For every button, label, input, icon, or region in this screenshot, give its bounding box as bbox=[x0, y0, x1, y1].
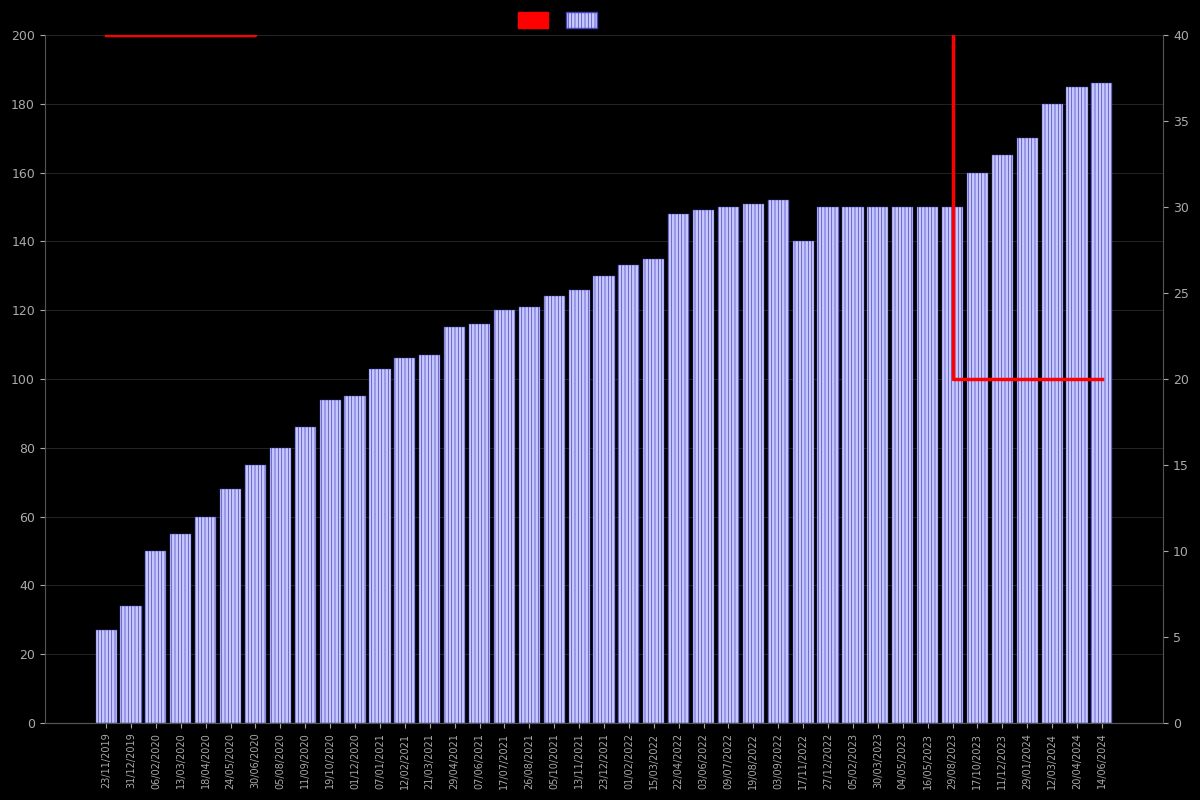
Bar bbox=[967, 173, 988, 723]
Legend: , : , bbox=[514, 7, 605, 32]
Bar bbox=[594, 276, 614, 723]
Bar bbox=[792, 242, 814, 723]
Bar bbox=[618, 266, 640, 723]
Bar bbox=[295, 427, 316, 723]
Bar bbox=[892, 207, 913, 723]
Bar bbox=[120, 606, 142, 723]
Bar bbox=[319, 399, 341, 723]
Bar bbox=[419, 355, 440, 723]
Bar bbox=[692, 210, 714, 723]
Bar bbox=[991, 155, 1013, 723]
Bar bbox=[842, 207, 864, 723]
Bar bbox=[643, 258, 665, 723]
Bar bbox=[942, 207, 964, 723]
Bar bbox=[469, 324, 490, 723]
Bar bbox=[868, 207, 888, 723]
Bar bbox=[817, 207, 839, 723]
Bar bbox=[370, 369, 390, 723]
Bar bbox=[544, 296, 565, 723]
Bar bbox=[220, 489, 241, 723]
Bar bbox=[668, 214, 689, 723]
Bar bbox=[145, 551, 167, 723]
Bar bbox=[1042, 104, 1063, 723]
Bar bbox=[270, 448, 290, 723]
Bar bbox=[518, 306, 540, 723]
Bar bbox=[768, 200, 788, 723]
Bar bbox=[494, 310, 515, 723]
Bar bbox=[245, 465, 266, 723]
Bar bbox=[196, 517, 216, 723]
Bar bbox=[96, 630, 116, 723]
Bar bbox=[569, 290, 589, 723]
Bar bbox=[718, 207, 739, 723]
Bar bbox=[1067, 86, 1087, 723]
Bar bbox=[743, 203, 764, 723]
Bar bbox=[1091, 83, 1112, 723]
Bar bbox=[395, 358, 415, 723]
Bar bbox=[1016, 138, 1038, 723]
Bar bbox=[170, 534, 191, 723]
Bar bbox=[917, 207, 938, 723]
Bar bbox=[344, 396, 366, 723]
Bar bbox=[444, 327, 466, 723]
